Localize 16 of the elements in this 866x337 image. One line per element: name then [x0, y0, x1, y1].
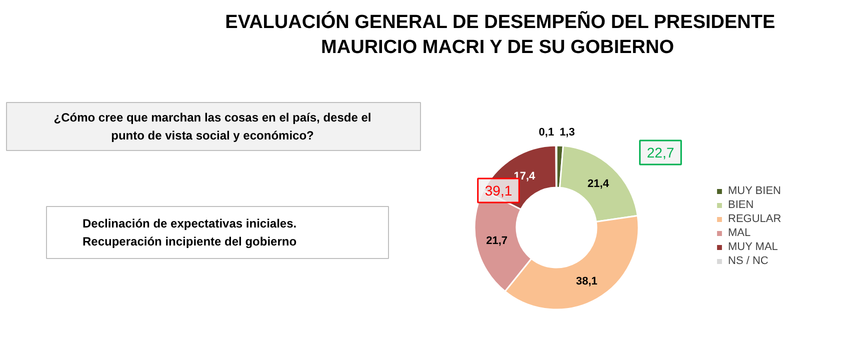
data-label: 21,4 — [588, 178, 610, 190]
chart-title: EVALUACIÓN GENERAL DE DESEMPEÑO DEL PRESIDENTE MAURICIO MACRI Y DE SU GOBIERNO — [225, 11, 776, 58]
legend-label: MUY BIEN — [728, 185, 781, 197]
text: Declinación de expectativas iniciales. Recuperación incipiente del gobierno — [82, 216, 297, 248]
legend-label: MAL — [728, 227, 751, 239]
legend-label: NS / NC — [728, 255, 768, 267]
data-label: 38,1 — [576, 275, 598, 288]
data-label: 21,7 — [486, 235, 508, 248]
legend-label: BIEN — [728, 199, 754, 211]
data-label: 0,1 — [538, 126, 554, 138]
text: ¿Cómo cree que marchan las cosas en el país, desde el punto de vista social y económico? — [54, 110, 372, 142]
text: 39,1 — [484, 182, 512, 198]
legend-label: REGULAR — [728, 213, 782, 225]
data-label: 1,3 — [560, 126, 575, 138]
text: 22,7 — [646, 144, 674, 160]
legend-label: MUY MAL — [728, 241, 778, 253]
